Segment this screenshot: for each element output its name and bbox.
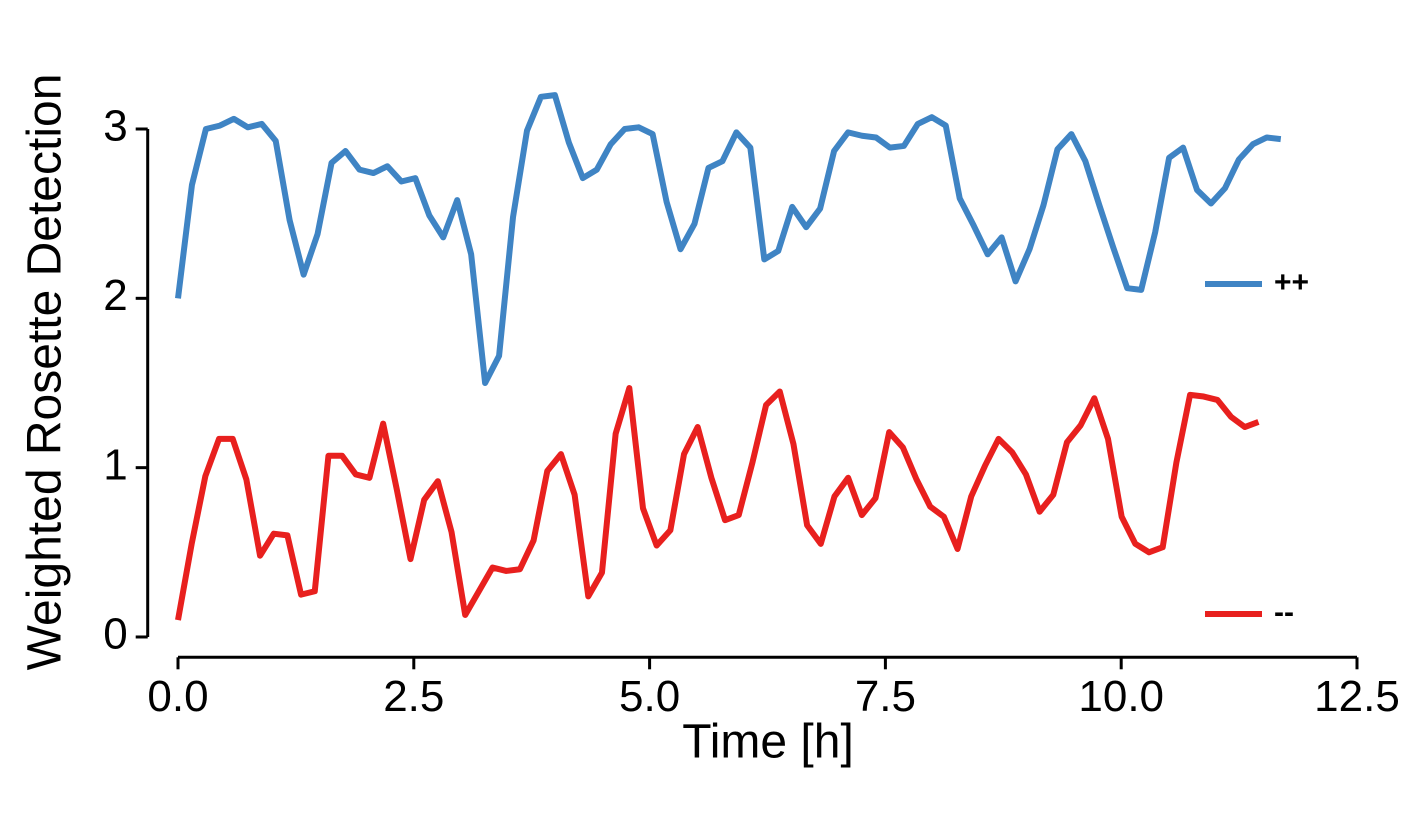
x-tick-label: 0.0 [147,672,208,721]
legend-label: -- [1274,596,1294,629]
x-tick-label: 5.0 [619,672,680,721]
x-tick-label: 10.0 [1078,672,1164,721]
x-tick-label: 7.5 [855,672,916,721]
y-tick-label: 3 [103,102,127,151]
legend-label: ++ [1274,266,1309,299]
x-axis-label: Time [h] [682,716,854,769]
x-tick-label: 2.5 [383,672,444,721]
x-tick-label: 12.5 [1314,672,1400,721]
y-axis-label: Weighted Rosette Detection [19,74,72,671]
y-tick-label: 2 [103,271,127,320]
y-tick-label: 1 [103,440,127,489]
series-line [175,385,1260,621]
series-line [175,92,1282,386]
y-tick-label: 0 [103,610,127,659]
